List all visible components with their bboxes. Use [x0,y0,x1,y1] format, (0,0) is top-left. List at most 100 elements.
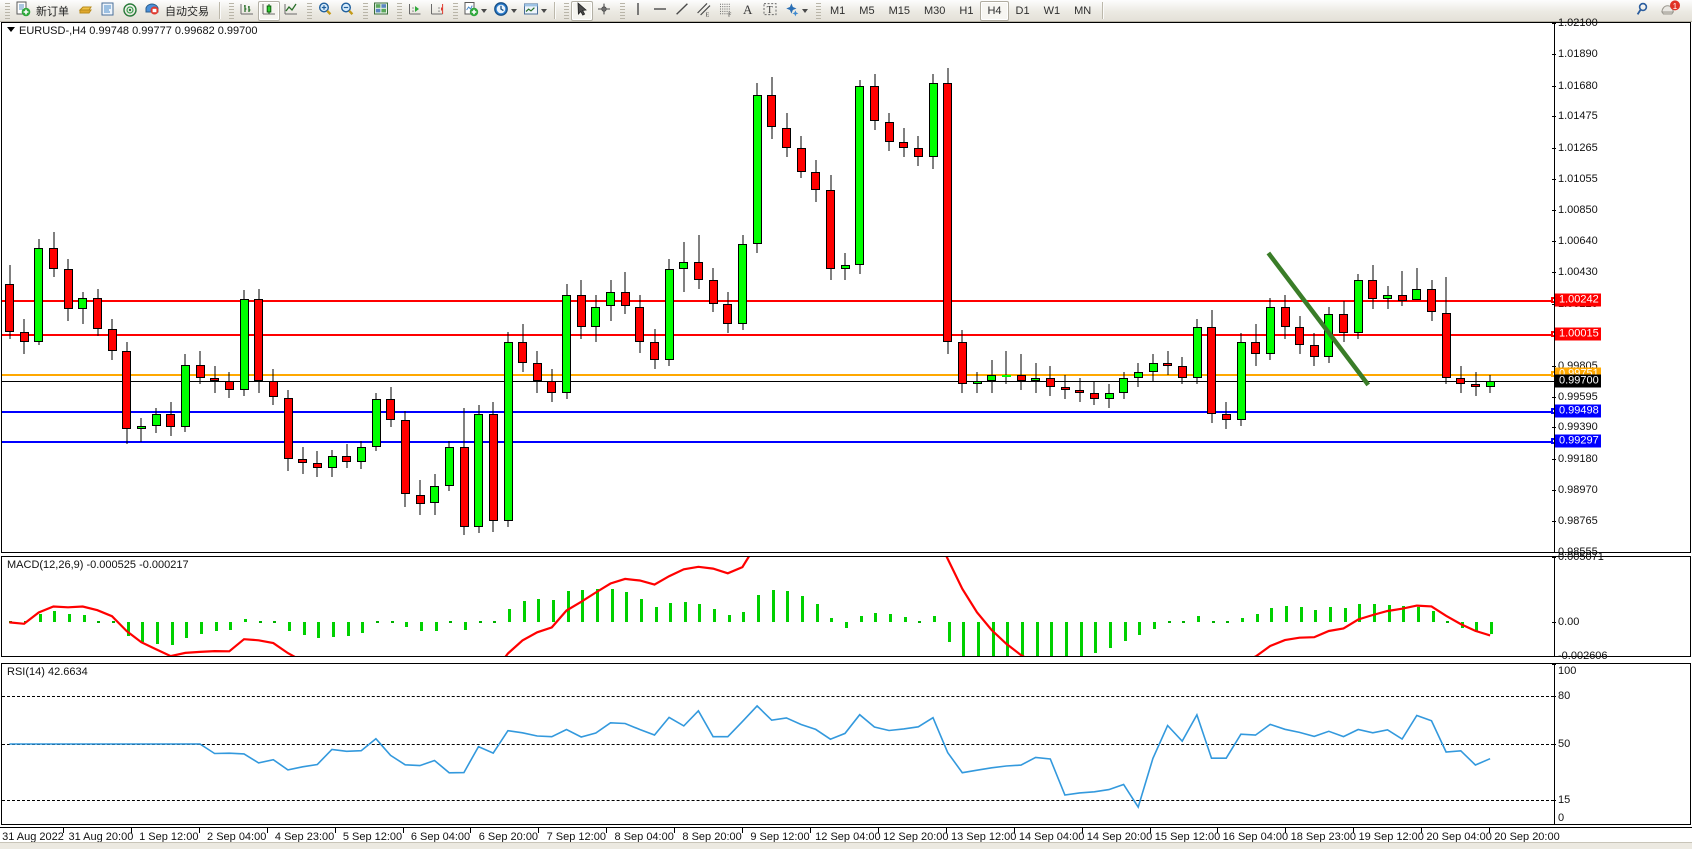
auto-scroll-button[interactable] [426,1,448,21]
candlestick[interactable] [518,23,528,552]
candlestick[interactable] [1001,23,1011,552]
candlestick[interactable] [606,23,616,552]
level-line-support[interactable] [2,411,1554,414]
candlestick[interactable] [928,23,938,552]
chart-shift-button[interactable] [404,1,426,21]
candlestick[interactable] [1177,23,1187,552]
candlestick[interactable] [371,23,381,552]
timeframe-m1-button[interactable]: M1 [823,1,852,21]
candlestick[interactable] [195,23,205,552]
candlestick[interactable] [1236,23,1246,552]
candlestick[interactable] [1295,23,1305,552]
vertical-line-button[interactable] [627,1,649,21]
level-price-tag-resistance[interactable]: 1.00242 [1555,293,1601,307]
level-line-support[interactable] [2,441,1554,444]
candlestick[interactable] [899,23,909,552]
candlestick[interactable] [1441,23,1451,552]
cursor-button[interactable] [571,0,593,21]
candlestick[interactable] [1471,23,1481,552]
candlestick[interactable] [63,23,73,552]
candlestick[interactable] [1133,23,1143,552]
level-anchor-handle[interactable] [1551,370,1554,377]
candlestick[interactable] [1368,23,1378,552]
candlestick[interactable] [180,23,190,552]
macd-pane[interactable]: MACD(12,26,9) -0.000525 -0.000217 0.0050… [1,551,1691,662]
candlestick[interactable] [5,23,15,552]
candlestick[interactable] [268,23,278,552]
candlestick[interactable] [972,23,982,552]
candlestick[interactable] [1353,23,1363,552]
candlestick[interactable] [664,23,674,552]
candlestick[interactable] [1485,23,1495,552]
terminal-button[interactable] [75,1,97,21]
indicators-button[interactable] [460,1,490,21]
chart-area[interactable]: #3a7d28"/> EURUSD-,H4 0.99748 0.99777 0.… [0,17,1692,827]
candlestick[interactable] [532,23,542,552]
candlestick[interactable] [650,23,660,552]
candlestick[interactable] [1192,23,1202,552]
level-line-entry[interactable] [2,373,1554,376]
candlestick[interactable] [107,23,117,552]
toolbar-grip-timeframes[interactable] [814,2,821,19]
candlestick[interactable] [224,23,234,552]
candlestick[interactable] [1119,23,1129,552]
autotrading-button[interactable]: 自动交易 [141,1,215,21]
fibonacci-button[interactable]: F [715,1,737,21]
candlestick[interactable] [591,23,601,552]
candlestick[interactable] [400,23,410,552]
timeframe-m15-button[interactable]: M15 [882,1,917,21]
timeframe-m5-button[interactable]: M5 [852,1,881,21]
candlestick[interactable] [738,23,748,552]
candlestick[interactable] [1397,23,1407,552]
candlestick[interactable] [1045,23,1055,552]
candlestick[interactable] [122,23,132,552]
candlestick[interactable] [1075,23,1085,552]
chevron-down-icon[interactable] [511,8,517,13]
candlestick[interactable] [1251,23,1261,552]
candlestick[interactable] [1339,23,1349,552]
toolbar-grip-window[interactable] [361,2,368,19]
bar-chart-button[interactable] [236,1,258,21]
toolbar-grip-objects[interactable] [451,2,458,19]
price-axis[interactable]: 1.02100 1.01890 1.01680 1.01475 1.01265 1.010… [1552,17,1690,558]
rsi-plot[interactable] [2,664,1554,824]
level-line-resistance[interactable] [2,300,1554,303]
candlestick[interactable] [1163,23,1173,552]
candlestick[interactable] [430,23,440,552]
candlestick[interactable] [444,23,454,552]
candlestick[interactable] [987,23,997,552]
level-anchor-handle[interactable] [1551,408,1554,415]
timeframe-mn-button[interactable]: MN [1067,1,1098,21]
level-price-tag-support[interactable]: 0.99297 [1555,434,1601,448]
toolbar-grip-cursor-tools[interactable] [562,2,569,19]
candlestick[interactable] [620,23,630,552]
new-order-button[interactable]: 新订单 [12,1,75,21]
candlestick[interactable] [957,23,967,552]
candlestick[interactable] [210,23,220,552]
search-button[interactable] [1632,1,1656,21]
candlestick[interactable] [723,23,733,552]
level-anchor-handle[interactable] [1551,438,1554,445]
level-line-resistance[interactable] [2,334,1554,337]
candlestick[interactable] [767,23,777,552]
candlestick[interactable] [93,23,103,552]
candlestick[interactable] [1324,23,1334,552]
level-price-tag-current-price[interactable]: 0.99700 [1555,374,1601,388]
navigator-button[interactable] [119,1,141,21]
toolbar-grip-trade[interactable] [3,2,10,19]
collapse-triangle-icon[interactable] [7,27,15,32]
candlestick[interactable] [415,23,425,552]
candlestick[interactable] [870,23,880,552]
candlestick[interactable] [1221,23,1231,552]
candlestick[interactable] [136,23,146,552]
horizontal-line-button[interactable] [649,1,671,21]
chevron-down-icon[interactable] [802,8,808,13]
candlestick[interactable] [1456,23,1466,552]
arrows-button[interactable] [781,1,811,21]
timeframe-d1-button[interactable]: D1 [1009,1,1037,21]
candlestick[interactable] [474,23,484,552]
candlestick[interactable] [826,23,836,552]
candlestick[interactable] [166,23,176,552]
level-line-current-price[interactable] [2,381,1554,383]
toolbar-grip-line-tools[interactable] [618,2,625,19]
